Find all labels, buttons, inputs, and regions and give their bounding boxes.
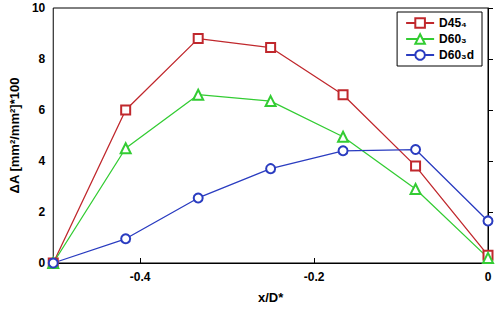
svg-text:-0.2: -0.2	[304, 270, 325, 284]
svg-text:ΔA [mm²/mm²]*100: ΔA [mm²/mm²]*100	[7, 78, 22, 194]
svg-text:10: 10	[32, 1, 46, 15]
svg-text:6: 6	[39, 103, 46, 117]
svg-text:0: 0	[485, 270, 492, 284]
svg-text:8: 8	[39, 52, 46, 66]
svg-text:-0.4: -0.4	[130, 270, 151, 284]
svg-text:D45₄: D45₄	[439, 16, 467, 30]
svg-text:D60₃: D60₃	[439, 32, 467, 46]
svg-text:0: 0	[39, 256, 46, 270]
svg-text:D60₃d: D60₃d	[439, 48, 474, 62]
svg-text:4: 4	[39, 154, 46, 168]
svg-text:2: 2	[39, 205, 46, 219]
svg-text:x/D*: x/D*	[258, 290, 284, 305]
